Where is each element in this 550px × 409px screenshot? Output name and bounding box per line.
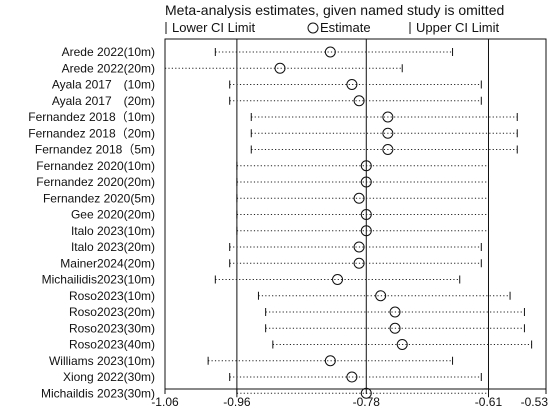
study-label: Roso2023(10m) [69, 289, 155, 303]
estimate-marker [274, 62, 286, 74]
estimate-marker [396, 339, 408, 350]
study-label: Mainer2024(20m) [60, 256, 155, 270]
x-tick-label: -0.78 [353, 395, 381, 409]
study-row: Italo 2023(10m) [71, 224, 489, 238]
study-row: Italo 2023(20m) [71, 240, 482, 254]
study-row: Fernandez 2020(10m) [36, 159, 489, 173]
study-row: Ayala 2017 (20m) [52, 94, 482, 108]
estimate-marker [360, 160, 372, 172]
study-label: Michailidis2023(10m) [42, 273, 155, 287]
study-label: Arede 2022(10m) [62, 45, 155, 59]
study-label: Fernandez 2018（10m) [28, 110, 155, 124]
study-row: Fernandez 2018（5m) [35, 143, 518, 157]
estimate-marker [332, 274, 344, 285]
study-row: Michaildis 2023(30m) [41, 386, 489, 400]
estimate-marker [324, 46, 336, 58]
study-label: Roso2023(40m) [69, 338, 155, 352]
estimate-marker [389, 306, 401, 318]
chart-title: Meta-analysis estimates, given named stu… [165, 2, 504, 18]
study-label: Ayala 2017 (10m) [52, 78, 155, 92]
estimate-marker [382, 144, 394, 155]
estimate-marker [382, 127, 394, 139]
study-row: Williams 2023(10m) [49, 354, 454, 368]
study-row: Gee 2020(20m) [71, 208, 489, 222]
legend-estimate-marker [307, 22, 319, 34]
x-axis: -1.06 -0.96 -0.78 -0.61 -0.53 [151, 389, 548, 409]
estimate-marker [353, 241, 365, 253]
estimate-marker [346, 79, 358, 90]
study-row: Mainer2024(20m) [60, 256, 482, 270]
estimate-marker [353, 192, 365, 204]
study-label: Italo 2023(20m) [71, 240, 155, 254]
study-row: Fernandez 2020(5m) [43, 191, 489, 205]
study-label: Roso2023(30m) [69, 321, 155, 335]
study-row: Roso2023(20m) [69, 305, 525, 319]
study-row: Arede 2022(10m) [62, 45, 454, 59]
study-label: Fernandez 2020(20m) [36, 175, 155, 189]
x-tick-label: -0.61 [475, 395, 503, 409]
x-tick-label: -0.53 [521, 395, 549, 409]
estimate-marker [360, 176, 372, 188]
study-label: Fernandez 2018（5m) [35, 143, 155, 157]
study-row: Fernandez 2020(20m) [36, 175, 489, 189]
study-rows: Arede 2022(10m) Arede 2022(20m) Ayala 2017… [28, 45, 533, 400]
study-label: Ayala 2017 (20m) [52, 94, 155, 108]
estimate-marker [324, 355, 336, 367]
study-row: Fernandez 2018（20m) [28, 126, 518, 140]
estimate-marker [360, 225, 372, 237]
study-row: Roso2023(10m) [69, 289, 511, 303]
study-row: Xiong 2022(30m) [63, 370, 482, 384]
estimate-marker [360, 387, 372, 399]
plot-frame [164, 38, 547, 390]
estimate-marker [353, 95, 365, 107]
estimate-marker [382, 111, 394, 123]
study-row: Arede 2022(20m) [62, 61, 403, 75]
study-row: Michailidis2023(10m) [42, 273, 461, 287]
x-tick-label: -0.96 [223, 395, 251, 409]
legend-estimate-label: Estimate [320, 20, 371, 35]
study-label: Italo 2023(10m) [71, 224, 155, 238]
study-label: Roso2023(20m) [69, 305, 155, 319]
study-label: Williams 2023(10m) [49, 354, 155, 368]
study-row: Fernandez 2018（10m) [28, 110, 518, 124]
legend: Lower CI Limit Estimate Upper CI Limit [165, 20, 499, 35]
estimate-marker [353, 257, 365, 269]
study-label: Gee 2020(20m) [71, 208, 155, 222]
legend-lower-label: Lower CI Limit [172, 20, 255, 35]
study-label: Fernandez 2020(10m) [36, 159, 155, 173]
study-label: Arede 2022(20m) [62, 61, 155, 75]
legend-upper-label: Upper CI Limit [416, 20, 499, 35]
study-label: Xiong 2022(30m) [63, 370, 155, 384]
study-label: Michaildis 2023(30m) [41, 386, 155, 400]
study-row: Ayala 2017 (10m) [52, 78, 482, 92]
estimate-marker [346, 371, 358, 383]
study-row: Roso2023(30m) [69, 321, 525, 335]
study-row: Roso2023(40m) [69, 338, 533, 352]
x-tick-label: -1.06 [151, 395, 179, 409]
study-label: Fernandez 2020(5m) [43, 191, 155, 205]
estimate-marker [389, 322, 401, 334]
estimate-marker [360, 209, 372, 220]
estimate-marker [375, 290, 387, 302]
study-label: Fernandez 2018（20m) [28, 126, 155, 140]
